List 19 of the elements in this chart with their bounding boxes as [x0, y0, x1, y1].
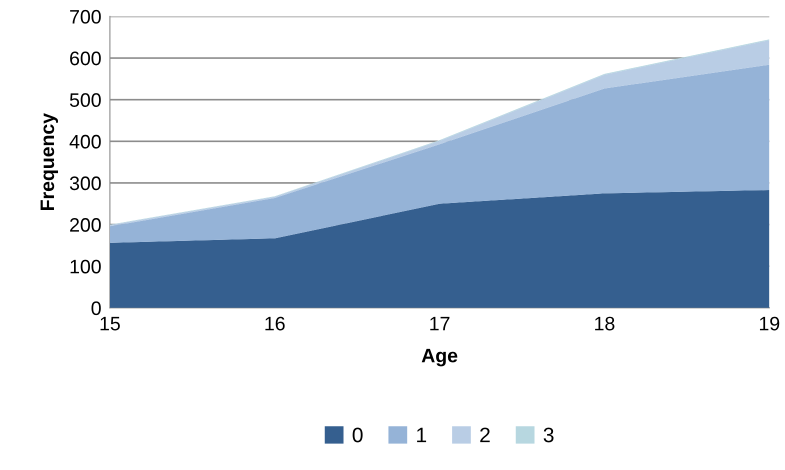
- y-axis-title: Frequency: [40, 113, 58, 210]
- x-tick-label: 19: [760, 316, 780, 330]
- y-tick-label: 600: [70, 52, 101, 66]
- y-tick-label: 700: [70, 10, 101, 24]
- x-axis-title: Age: [422, 348, 458, 366]
- y-tick-label: 0: [92, 301, 101, 316]
- y-tick-label: 300: [70, 176, 101, 190]
- y-tick-label: 400: [70, 134, 101, 149]
- x-tick-label: 15: [100, 316, 120, 330]
- x-tick-label: 18: [595, 316, 614, 330]
- y-tick-label: 500: [70, 93, 101, 107]
- x-tick-label: 16: [265, 316, 285, 330]
- y-tick-label: 200: [70, 218, 101, 232]
- legend-label: 2: [480, 428, 490, 442]
- legend-label: 0: [352, 428, 363, 442]
- legend-label: 1: [417, 428, 426, 442]
- x-tick-label: 17: [430, 316, 450, 330]
- legend-label: 3: [544, 428, 554, 442]
- y-tick-label: 100: [70, 260, 101, 274]
